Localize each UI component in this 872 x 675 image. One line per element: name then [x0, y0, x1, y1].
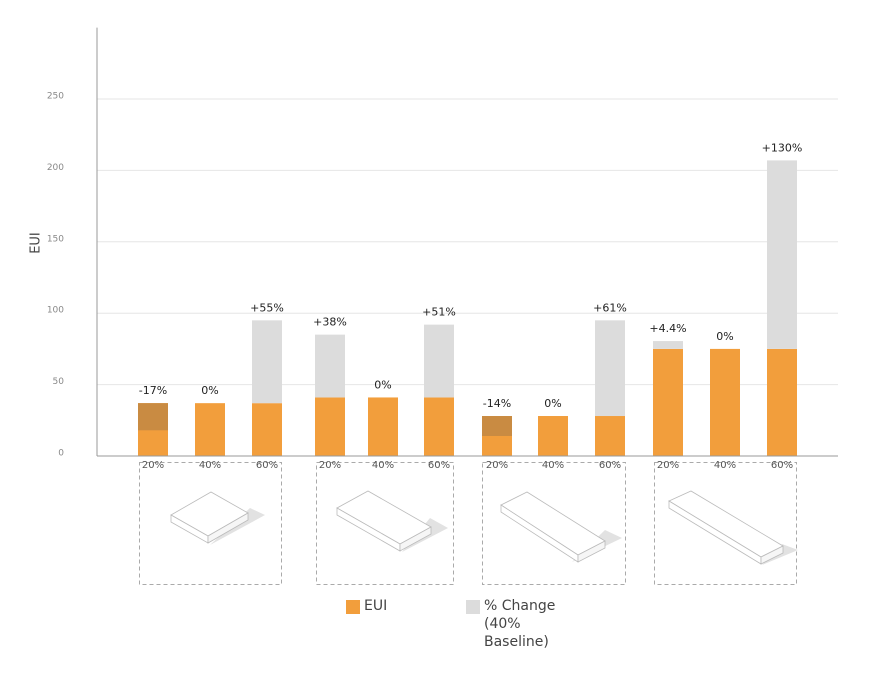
group-boxes: [139, 462, 797, 585]
y-tick-label: 150: [47, 234, 64, 244]
value-label: +38%: [313, 316, 347, 329]
y-tick-label: 100: [47, 306, 64, 316]
x-tick-label: 40%: [372, 460, 394, 471]
y-axis-label: EUI: [29, 232, 44, 254]
value-label: +130%: [762, 141, 803, 154]
change-segment: [482, 416, 512, 437]
value-label: 0%: [716, 330, 733, 343]
legend-label: EUI: [364, 598, 388, 614]
legend-swatch: [466, 600, 480, 614]
value-label: 0%: [544, 397, 561, 410]
x-tick-label: 60%: [771, 460, 793, 471]
value-label: +55%: [250, 301, 284, 314]
legend-swatch: [346, 600, 360, 614]
x-tick-label: 20%: [486, 460, 508, 471]
bar: [595, 416, 625, 456]
y-tick-label: 0: [58, 449, 64, 459]
value-label: 0%: [374, 378, 391, 391]
x-tick-label: 20%: [657, 460, 679, 471]
x-tick-label: 20%: [319, 460, 341, 471]
legend-label: % Change (40% Baseline): [484, 598, 556, 650]
change-segment: [767, 160, 797, 349]
x-tick-label: 40%: [542, 460, 564, 471]
x-tick-label: 20%: [142, 460, 164, 471]
value-label: 0%: [201, 384, 218, 397]
bar: [195, 403, 225, 456]
bar: [368, 397, 398, 456]
change-segment: [595, 320, 625, 417]
x-tick-label: 60%: [599, 460, 621, 471]
x-tick-label: 40%: [199, 460, 221, 471]
x-tick-label: 60%: [428, 460, 450, 471]
y-tick-label: 200: [47, 163, 64, 173]
change-segment: [252, 320, 282, 404]
value-label: +51%: [422, 306, 456, 319]
bar: [252, 403, 282, 456]
bar: [653, 348, 683, 456]
value-label: +61%: [593, 301, 627, 314]
value-label: +4.4%: [649, 322, 686, 335]
change-segment: [138, 403, 168, 431]
y-tick-label: 50: [53, 377, 65, 387]
x-tick-label: 60%: [256, 460, 278, 471]
bar: [538, 416, 568, 456]
value-label: -17%: [139, 384, 167, 397]
bar: [424, 397, 454, 456]
bar: [767, 348, 797, 456]
y-tick-label: 250: [47, 92, 64, 102]
bar: [710, 348, 740, 456]
value-label: -14%: [483, 397, 511, 410]
change-segment: [315, 334, 345, 398]
x-tick-label: 40%: [714, 460, 736, 471]
change-segment: [424, 324, 454, 398]
building-icons: [170, 490, 798, 565]
bar: [315, 397, 345, 456]
change-segment: [653, 341, 683, 349]
